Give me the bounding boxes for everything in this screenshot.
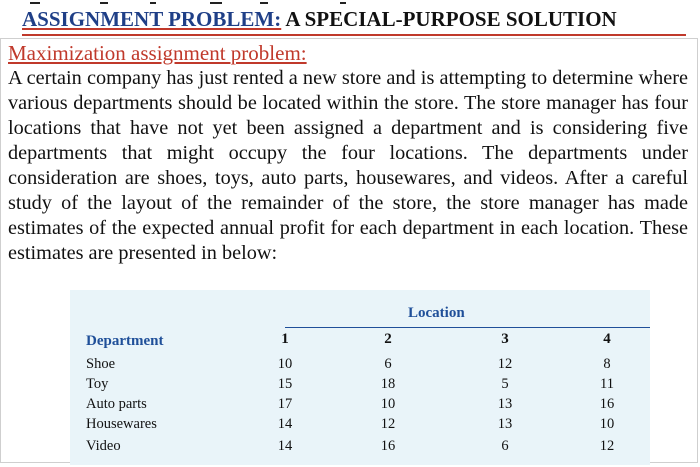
table-row-label: Video <box>86 438 121 454</box>
table-cell: 6 <box>384 356 392 372</box>
section-subtitle: Maximization assignment problem: <box>8 41 307 65</box>
page-title-highlight: ASSIGNMENT PROBLEM: <box>22 7 282 31</box>
title-underline <box>22 34 686 36</box>
page-title: ASSIGNMENT PROBLEM: A SPECIAL-PURPOSE SO… <box>22 4 682 34</box>
table-cell: 18 <box>380 376 396 392</box>
table-cell: 12 <box>497 356 513 372</box>
table-cell: 16 <box>599 396 615 412</box>
table-cell: 14 <box>277 438 293 454</box>
table-cell: 10 <box>599 416 615 432</box>
table-row-label: Toy <box>86 376 109 392</box>
top-cropped-rule <box>0 0 700 6</box>
table-cell: 13 <box>497 416 513 432</box>
problem-description: A certain company has just rented a new … <box>8 67 688 264</box>
location-4-header: 4 <box>603 331 611 347</box>
page-title-rest: A SPECIAL-PURPOSE SOLUTION <box>281 7 617 31</box>
table-cell: 8 <box>603 356 611 372</box>
table-cell: 12 <box>599 438 615 454</box>
table-cell: 10 <box>277 356 293 372</box>
table-row-label: Shoe <box>86 356 115 372</box>
location-3-header: 3 <box>501 331 509 347</box>
table-cell: 12 <box>380 416 396 432</box>
location-1-header: 1 <box>281 331 289 347</box>
location-group-header: Location <box>408 305 465 321</box>
table-cell: 11 <box>600 376 614 392</box>
table-cell: 14 <box>277 416 293 432</box>
table-cell: 5 <box>501 376 509 392</box>
table-cell: 16 <box>380 438 396 454</box>
table-cell: 13 <box>497 396 513 412</box>
department-column-header: Department <box>86 333 164 349</box>
table-cell: 17 <box>277 396 293 412</box>
location-2-header: 2 <box>384 331 392 347</box>
location-header-rule <box>285 327 650 328</box>
table-cell: 10 <box>380 396 396 412</box>
table-row-label: Housewares <box>86 416 157 432</box>
table-cell: 6 <box>501 438 509 454</box>
table-cell: 15 <box>277 376 293 392</box>
table-row-label: Auto parts <box>86 396 147 412</box>
profit-table: Location Department 1 2 3 4 Shoe 10 6 12… <box>70 290 650 465</box>
